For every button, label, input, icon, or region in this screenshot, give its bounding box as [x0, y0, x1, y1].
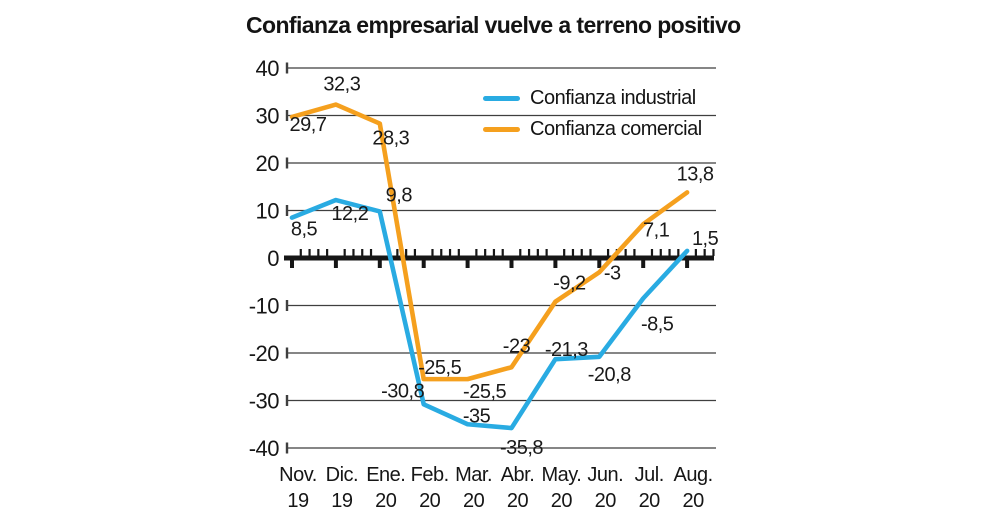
legend-line-comercial-icon: [483, 126, 520, 132]
x-tick-year-label: 20: [682, 490, 704, 512]
y-tick-label: -10: [249, 294, 280, 319]
data-label: -35: [463, 405, 491, 427]
data-label: 7,1: [643, 219, 670, 241]
data-label: 12,2: [331, 203, 368, 225]
legend-item-comercial: Confianza comercial: [483, 115, 702, 143]
data-label: -35,8: [500, 437, 543, 459]
data-label: -25,5: [418, 357, 461, 379]
x-tick-month-label: Feb.: [411, 464, 449, 486]
data-label: -21,3: [545, 339, 588, 361]
y-tick-label: -30: [249, 389, 280, 414]
x-tick-year-label: 20: [507, 490, 529, 512]
data-label: -20,8: [588, 364, 631, 386]
y-tick-label: 20: [256, 151, 280, 176]
x-tick-year-label: 19: [331, 490, 353, 512]
x-tick-year-label: 19: [287, 490, 309, 512]
x-tick-year-label: 20: [595, 490, 617, 512]
data-label: -8,5: [641, 313, 674, 335]
x-tick-year-label: 20: [419, 490, 441, 512]
y-tick-label: 40: [256, 56, 280, 81]
x-tick-month-label: Dic.: [326, 464, 358, 486]
data-label: 13,8: [677, 163, 714, 185]
data-label: -25,5: [463, 381, 506, 403]
chart-title: Confianza empresarial vuelve a terreno p…: [246, 12, 741, 38]
x-tick-month-label: Jul.: [635, 464, 664, 486]
data-label: 32,3: [323, 74, 360, 96]
data-label: -3: [604, 262, 621, 284]
legend: Confianza industrial Confianza comercial: [483, 84, 702, 143]
series-line-comercial: [289, 102, 690, 382]
data-label: 1,5: [692, 228, 719, 250]
x-tick-year-label: 20: [375, 490, 397, 512]
x-tick-year-label: 20: [551, 490, 573, 512]
data-label: -30,8: [381, 380, 424, 402]
y-tick-label: 10: [256, 199, 280, 224]
legend-line-industrial-icon: [483, 95, 520, 101]
legend-item-industrial: Confianza industrial: [483, 84, 702, 112]
x-tick-month-label: Jun.: [587, 464, 623, 486]
data-label: -9,2: [553, 273, 586, 295]
x-tick-month-label: Abr.: [501, 464, 535, 486]
legend-label-comercial: Confianza comercial: [530, 117, 702, 140]
data-label: 29,7: [290, 114, 327, 136]
x-tick-year-label: 20: [463, 490, 485, 512]
x-tick-month-label: May.: [541, 464, 581, 486]
y-tick-label: -40: [249, 436, 280, 461]
y-tick-label: 30: [256, 104, 280, 129]
x-tick-month-label: Aug.: [674, 464, 713, 486]
data-label: 9,8: [386, 184, 413, 206]
series-line-industrial: [289, 197, 690, 431]
data-label: 28,3: [372, 128, 409, 150]
x-tick-year-label: 20: [639, 490, 661, 512]
x-tick-month-label: Nov.: [279, 464, 317, 486]
x-tick-month-label: Ene.: [366, 464, 405, 486]
legend-label-industrial: Confianza industrial: [530, 86, 696, 109]
data-label: -23: [503, 335, 531, 357]
data-label: 8,5: [291, 219, 318, 241]
x-tick-month-label: Mar.: [455, 464, 492, 486]
y-tick-label: 0: [267, 246, 279, 271]
y-tick-label: -20: [249, 341, 280, 366]
